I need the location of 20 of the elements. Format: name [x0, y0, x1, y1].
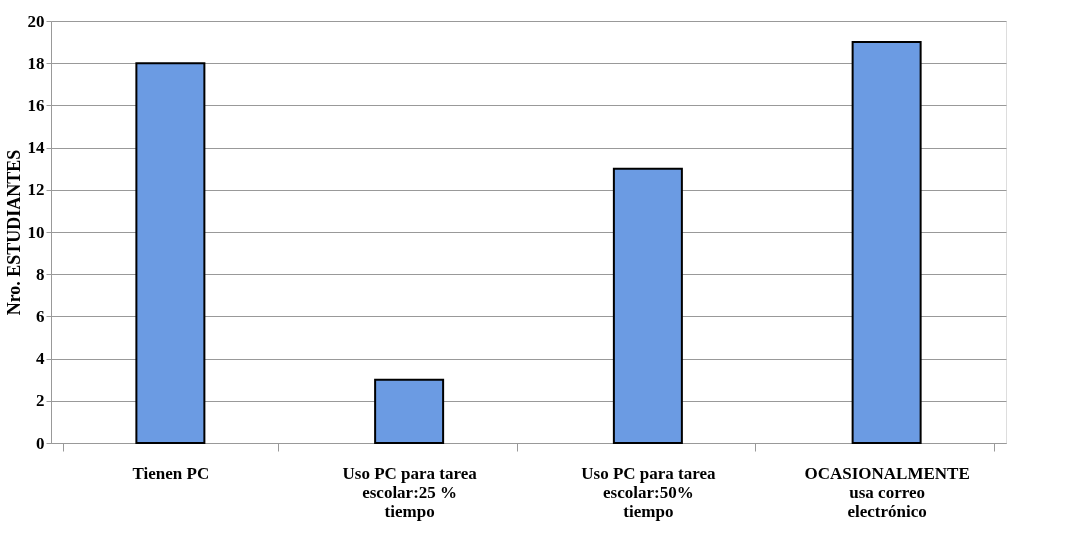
bar [851, 41, 922, 444]
y-tick-label: 14 [27, 138, 45, 158]
bar [612, 167, 683, 444]
y-tick-label: 0 [36, 433, 45, 453]
x-tick-label: OCASIONALMENTE usa correo electrónico [804, 463, 970, 521]
y-tick-label: 6 [36, 306, 45, 326]
bar [374, 378, 445, 444]
y-tick-label: 8 [36, 264, 45, 284]
y-tick-label: 2 [36, 391, 45, 411]
x-tick-label: Tienen PC [132, 463, 210, 483]
x-tick-label: Uso PC para tarea escolar:50% tiempo [581, 463, 716, 521]
y-tick-label: 12 [27, 180, 45, 200]
x-tick-label: Uso PC para tarea escolar:25 % tiempo [342, 463, 478, 521]
y-tick-label: 18 [27, 53, 45, 73]
y-tick-label: 10 [27, 222, 45, 242]
y-tick-label: 16 [27, 95, 45, 115]
bar [135, 62, 206, 444]
y-axis-title: Nro. ESTUDIANTES [3, 149, 24, 316]
y-tick-label: 20 [27, 11, 45, 31]
y-tick-label: 4 [36, 349, 45, 369]
